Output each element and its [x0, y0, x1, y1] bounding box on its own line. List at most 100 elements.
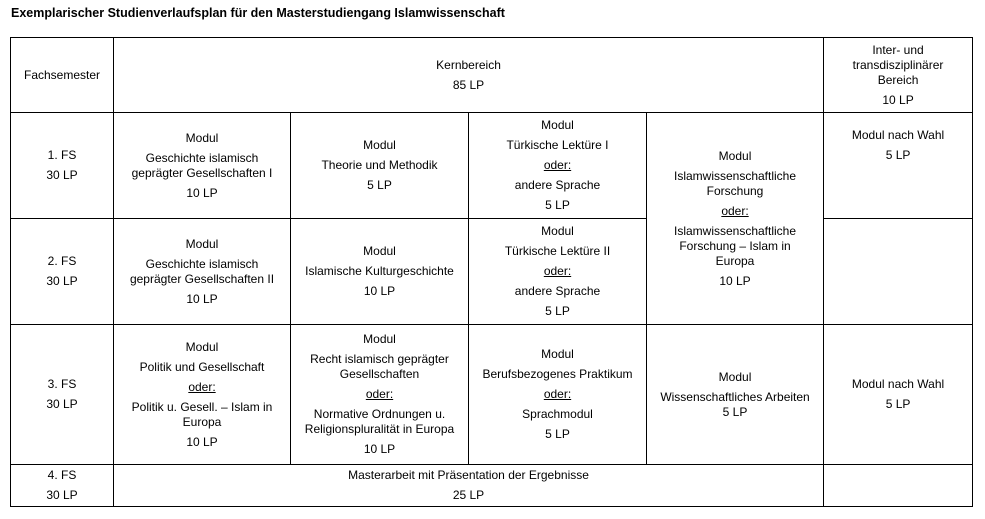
- module-word: Modul: [718, 148, 752, 163]
- semester-lp: 30 LP: [46, 168, 78, 182]
- module-cell: Modul Türkische Lektüre II oder: andere …: [468, 218, 647, 325]
- semester-lp: 30 LP: [46, 397, 78, 411]
- module-word: Modul: [541, 224, 574, 238]
- module-word: Modul: [185, 130, 219, 145]
- module-name: Wissenschaftliches Arbeiten: [660, 389, 810, 404]
- table-row: 2. FS 30 LP Modul Geschichte islamisch g…: [10, 218, 974, 325]
- oder-label: oder:: [543, 387, 572, 401]
- module-name: Islamische Kulturgeschichte: [305, 264, 454, 278]
- module-name: Türkische Lektüre II: [504, 244, 611, 258]
- module-name: geprägter Gesellschaften I: [131, 165, 273, 180]
- module-name: Islamwissenschaftliche: [673, 168, 797, 183]
- module-word: Modul: [541, 347, 574, 361]
- header-row: Fachsemester Kernbereich 85 LP Inter- un…: [10, 37, 974, 113]
- module-alt-name: Sprachmodul: [522, 407, 593, 421]
- oder-label: oder:: [365, 387, 394, 401]
- module-alt-name: andere Sprache: [514, 284, 601, 298]
- module-name: Modul nach Wahl: [851, 128, 945, 142]
- header-inter-label-2: transdisziplinärer: [852, 57, 944, 72]
- table-row: 1. FS 30 LP Modul Geschichte islamisch g…: [10, 112, 974, 325]
- module-lp: 5 LP: [885, 148, 911, 162]
- module-alt-name: Forschung – Islam in: [679, 238, 791, 253]
- module-name: Politik und Gesellschaft: [139, 359, 265, 374]
- module-alt-name: Politik u. Gesell. – Islam in: [131, 399, 273, 414]
- masterarbeit-lp: 25 LP: [452, 488, 485, 502]
- semester-cell: 2. FS 30 LP: [10, 218, 114, 325]
- header-inter: Inter- und transdisziplinärer Bereich 10…: [823, 37, 974, 113]
- module-name: Geschichte islamisch: [145, 150, 259, 165]
- module-lp: 5 LP: [885, 397, 911, 411]
- table-row: 3. FS 30 LP Modul Politik und Gesellscha…: [10, 324, 974, 465]
- module-lp: 10 LP: [186, 185, 218, 200]
- module-cell: Modul Recht islamisch geprägter Gesellsc…: [290, 324, 469, 465]
- module-name: Theorie und Methodik: [321, 158, 438, 172]
- oder-label: oder:: [188, 379, 216, 394]
- oder-label: oder:: [543, 158, 572, 172]
- semester-cell: 3. FS 30 LP: [10, 324, 114, 465]
- table-row: 4. FS 30 LP Masterarbeit mit Präsentatio…: [10, 464, 974, 507]
- module-word: Modul: [363, 138, 396, 152]
- inter-cell-empty: [823, 218, 974, 325]
- module-lp: 5 LP: [367, 178, 392, 192]
- module-word: Modul: [185, 236, 219, 251]
- module-name: Türkische Lektüre I: [506, 138, 609, 152]
- module-word: Modul: [363, 332, 396, 346]
- module-word: Modul: [185, 339, 219, 354]
- module-cell: Modul Geschichte islamisch geprägter Ges…: [113, 218, 291, 325]
- module-lp: 10 LP: [363, 442, 396, 456]
- inter-cell: Modul nach Wahl 5 LP: [823, 112, 974, 219]
- module-cell: Modul Berufsbezogenes Praktikum oder: Sp…: [468, 324, 647, 465]
- semester-cell: 4. FS 30 LP: [10, 464, 114, 507]
- inter-cell: Modul nach Wahl 5 LP: [823, 324, 974, 465]
- module-lp: 10 LP: [186, 434, 218, 449]
- module-alt-name: Islamwissenschaftliche: [673, 223, 797, 238]
- module-lp: 5 LP: [545, 427, 570, 441]
- inter-cell-empty: [823, 464, 974, 507]
- module-word: Modul: [363, 244, 396, 258]
- module-alt-name: Religionspluralität in Europa: [304, 422, 455, 436]
- module-cell: Modul Türkische Lektüre I oder: andere S…: [468, 112, 647, 219]
- semester-label: 3. FS: [47, 377, 77, 391]
- spacer: [826, 163, 970, 203]
- header-kernbereich-lp: 85 LP: [452, 77, 485, 92]
- forschung-cell: Modul Islamwissenschaftliche Forschung o…: [645, 112, 825, 325]
- header-kernbereich: Kernbereich 85 LP: [112, 37, 825, 113]
- module-name: Gesellschaften: [339, 367, 420, 381]
- masterarbeit-name: Masterarbeit mit Präsentation der Ergebn…: [348, 468, 589, 482]
- page-title: Exemplarischer Studienverlaufsplan für d…: [11, 6, 505, 20]
- oder-label: oder:: [543, 264, 572, 278]
- module-cell: Modul Islamische Kulturgeschichte 10 LP: [290, 218, 469, 325]
- module-lp: 5 LP: [545, 304, 570, 318]
- semester-cell: 1. FS 30 LP: [10, 112, 114, 219]
- semester-lp: 30 LP: [46, 274, 78, 288]
- module-name: geprägter Gesellschaften II: [129, 271, 275, 286]
- header-inter-label-1: Inter- und: [872, 42, 924, 57]
- module-cell: Modul Theorie und Methodik 5 LP: [290, 112, 469, 219]
- module-name: Recht islamisch geprägter: [310, 352, 449, 366]
- module-word: Modul: [718, 369, 752, 384]
- module-lp: 10 LP: [363, 284, 396, 298]
- oder-label: oder:: [721, 203, 749, 218]
- semester-lp: 30 LP: [46, 488, 78, 502]
- header-fachsemester: Fachsemester: [10, 37, 114, 113]
- semester-label: 4. FS: [47, 468, 77, 482]
- module-name: Geschichte islamisch: [145, 256, 259, 271]
- module-name: Modul nach Wahl: [851, 377, 945, 391]
- module-cell: Modul Geschichte islamisch geprägter Ges…: [113, 112, 291, 219]
- module-lp: 5 LP: [722, 404, 748, 419]
- module-lp: 10 LP: [719, 273, 751, 288]
- masterarbeit-cell: Masterarbeit mit Präsentation der Ergebn…: [112, 464, 825, 507]
- module-lp: 10 LP: [186, 291, 218, 306]
- header-fachsemester-label: Fachsemester: [23, 67, 101, 82]
- module-cell: Modul Politik und Gesellschaft oder: Pol…: [113, 324, 291, 465]
- semester-label: 1. FS: [47, 148, 77, 162]
- study-plan-table: Fachsemester Kernbereich 85 LP Inter- un…: [10, 37, 974, 507]
- module-alt-name: Europa: [182, 414, 222, 429]
- module-name: Berufsbezogenes Praktikum: [482, 367, 633, 381]
- header-inter-label-3: Bereich: [877, 72, 919, 87]
- module-alt-name: Normative Ordnungen u.: [313, 407, 446, 421]
- module-lp: 5 LP: [545, 198, 570, 212]
- header-kernbereich-label: Kernbereich: [436, 57, 501, 72]
- module-cell: Modul Wissenschaftliches Arbeiten 5 LP: [645, 324, 825, 465]
- module-name: Forschung: [706, 183, 764, 198]
